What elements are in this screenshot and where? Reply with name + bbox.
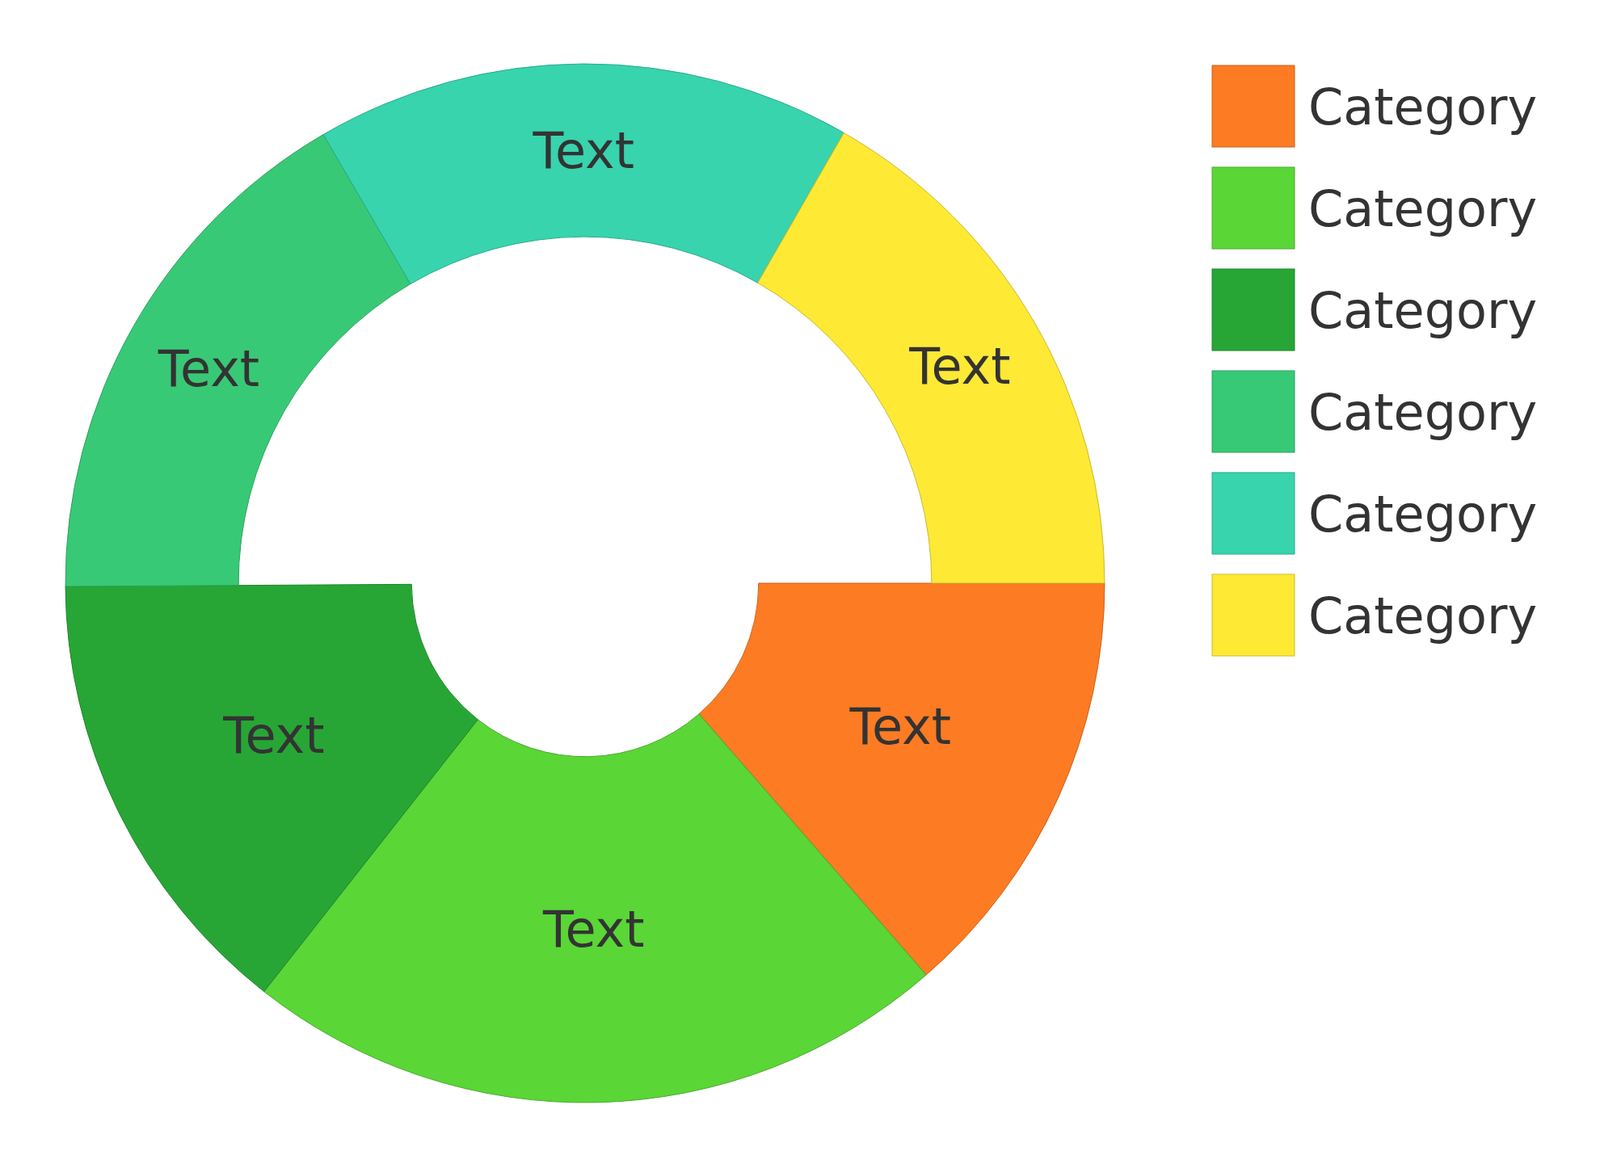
slice bbox=[65, 584, 478, 992]
legend-swatch bbox=[1212, 65, 1295, 148]
legend: Category Category Category Category Category… bbox=[1212, 65, 1537, 657]
legend-label: Category bbox=[1308, 383, 1537, 443]
legend-swatch bbox=[1212, 167, 1295, 249]
legend-swatch bbox=[1212, 269, 1295, 351]
legend-label: Category bbox=[1308, 586, 1537, 646]
legend-label: Category bbox=[1308, 77, 1537, 137]
slice-labels: Text Text Text Text Text Text bbox=[157, 121, 1011, 960]
chart: TextTextTextTextTextTextCategoryCategory… bbox=[0, 0, 1600, 1168]
legend-swatch bbox=[1212, 472, 1295, 555]
slices bbox=[65, 63, 1105, 1104]
legend-swatch bbox=[1212, 370, 1295, 453]
legend-swatch bbox=[1212, 574, 1295, 657]
slice-label: Text bbox=[157, 339, 260, 399]
legend-label: Category bbox=[1308, 484, 1537, 544]
slice-label: Text bbox=[532, 121, 635, 181]
legend-label: Category bbox=[1308, 281, 1537, 341]
slice bbox=[323, 63, 844, 284]
slice bbox=[65, 134, 411, 588]
slice bbox=[757, 132, 1105, 584]
slice-label: Text bbox=[542, 900, 645, 960]
slice-label: Text bbox=[222, 706, 325, 766]
slice-label: Text bbox=[908, 336, 1011, 396]
legend-label: Category bbox=[1308, 179, 1537, 239]
slice-label: Text bbox=[849, 697, 952, 757]
